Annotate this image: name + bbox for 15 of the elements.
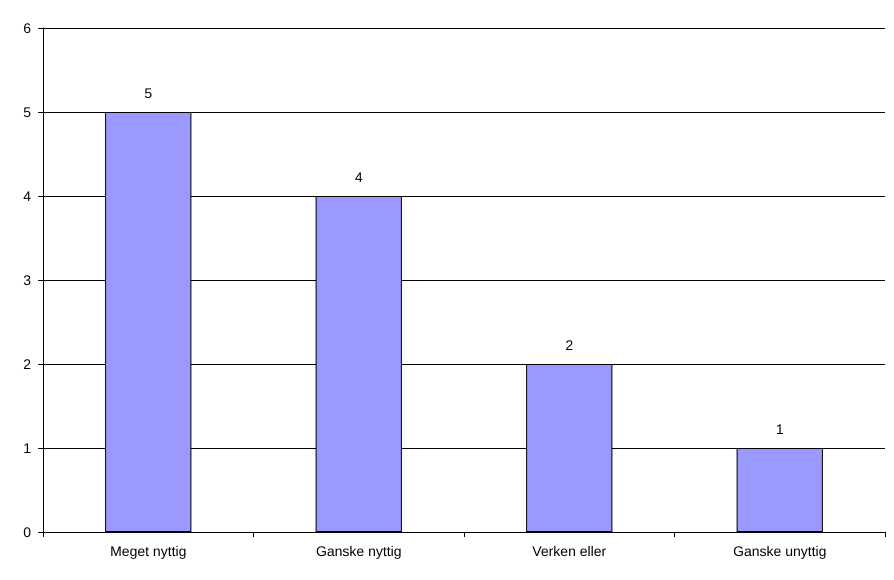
data-label: 4 <box>354 169 363 185</box>
y-tick-label: 5 <box>23 104 32 120</box>
y-tick-label: 6 <box>23 20 32 36</box>
y-tick-label: 3 <box>23 272 32 288</box>
y-tick-label: 0 <box>23 524 32 540</box>
data-label: 1 <box>776 421 784 437</box>
y-tick-label: 1 <box>23 440 32 456</box>
data-label: 5 <box>144 85 152 101</box>
x-tick-label: Ganske unyttig <box>733 543 826 559</box>
y-tick-label: 4 <box>23 188 32 204</box>
y-tick-label: 2 <box>23 356 32 372</box>
data-label: 2 <box>565 337 574 353</box>
x-tick-label: Meget nyttig <box>110 543 186 559</box>
x-tick-label: Ganske nyttig <box>316 543 402 559</box>
x-tick-label: Verken eller <box>532 543 607 559</box>
